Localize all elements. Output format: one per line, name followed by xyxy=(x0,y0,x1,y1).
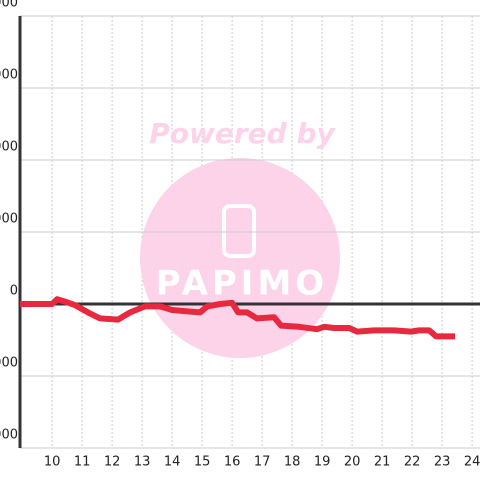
data-line xyxy=(20,296,455,340)
x-tick-label: 11 xyxy=(74,455,91,470)
x-tick-label: 12 xyxy=(104,455,121,470)
x-tick-label: 19 xyxy=(314,455,331,470)
y-tick-label: 3,000 xyxy=(0,212,18,227)
watermark-logo: PAPIMO xyxy=(156,264,328,304)
x-tick-label: 10 xyxy=(44,455,61,470)
x-tick-label: 21 xyxy=(374,455,391,470)
y-tick-label: 0 xyxy=(10,284,18,299)
y-tick-label: -6,000 xyxy=(0,428,18,443)
x-tick-label: 14 xyxy=(164,455,181,470)
watermark-icon xyxy=(222,204,256,258)
x-tick-label: 13 xyxy=(134,455,151,470)
x-tick-label: 17 xyxy=(254,455,271,470)
y-tick-label: 9,000 xyxy=(0,68,18,83)
x-tick-label: 20 xyxy=(344,455,361,470)
x-tick-label: 15 xyxy=(194,455,211,470)
x-tick-label: 18 xyxy=(284,455,301,470)
y-tick-label: 6,000 xyxy=(0,140,18,155)
y-tick-label: 12,000 xyxy=(0,0,18,11)
x-tick-label: 16 xyxy=(224,455,241,470)
x-tick-label: 22 xyxy=(404,455,421,470)
x-tick-label: 23 xyxy=(434,455,451,470)
y-tick-label: -3,000 xyxy=(0,356,18,371)
watermark-text: Powered by xyxy=(149,117,336,150)
x-tick-label: 24 xyxy=(464,455,480,470)
